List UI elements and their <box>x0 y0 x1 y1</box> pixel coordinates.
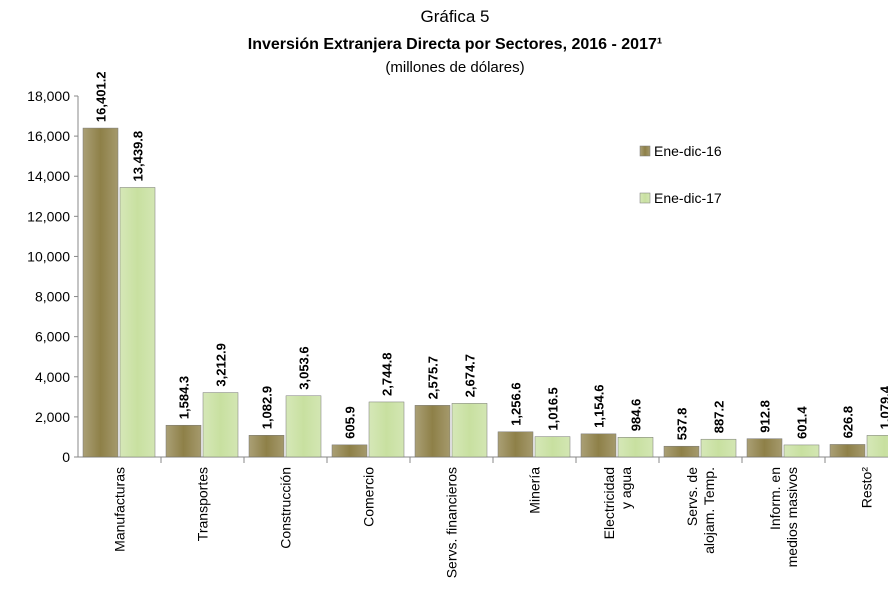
x-tick-line: Servs. de <box>684 467 700 526</box>
legend-swatch <box>639 145 651 157</box>
value-label: 1,584.3 <box>177 376 192 419</box>
x-tick-line: Inform. en <box>767 467 783 530</box>
x-tick-line: Transportes <box>195 467 211 541</box>
x-tick-label: Electricidady agua <box>601 467 634 540</box>
value-label: 1,154.6 <box>592 384 607 427</box>
x-tick-label: Resto² <box>859 467 875 509</box>
bar <box>202 392 239 458</box>
y-tick-label: 12,000 <box>27 208 70 224</box>
value-label: 3,212.9 <box>214 343 229 386</box>
bar <box>534 436 571 458</box>
x-tick-line: medios masivos <box>784 467 800 567</box>
bar <box>497 431 534 458</box>
x-tick-line: y agua <box>618 467 634 509</box>
unit-label: (millones de dólares) <box>385 59 524 76</box>
x-tick-line: Servs. financieros <box>444 467 460 578</box>
bar <box>451 403 488 458</box>
x-tick-line: Comercio <box>361 467 377 527</box>
value-label: 1,079.4 <box>878 385 888 429</box>
bar <box>866 435 888 458</box>
chart-title: Gráfica 5 <box>421 7 490 26</box>
value-label: 2,575.7 <box>426 356 441 399</box>
y-tick-label: 0 <box>62 449 70 465</box>
x-tick-label: Construcción <box>278 467 294 549</box>
bar <box>248 435 285 458</box>
x-tick-label: Servs. dealojam. Temp. <box>684 467 717 554</box>
bar <box>165 424 202 458</box>
value-label: 626.8 <box>841 406 856 439</box>
y-tick-label: 4,000 <box>35 369 70 385</box>
x-tick-label: Servs. financieros <box>444 467 460 578</box>
bar <box>331 444 368 458</box>
x-tick-line: Manufacturas <box>112 467 128 552</box>
y-tick-label: 16,000 <box>27 128 70 144</box>
legend-swatch <box>639 192 651 204</box>
value-label: 16,401.2 <box>94 71 109 122</box>
value-label: 1,016.5 <box>546 387 561 430</box>
value-label: 984.6 <box>629 399 644 432</box>
y-tick-label: 6,000 <box>35 329 70 345</box>
legend-label: Ene-dic-17 <box>654 190 722 206</box>
value-label: 2,744.8 <box>380 353 395 396</box>
x-tick-label: Inform. enmedios masivos <box>767 467 800 567</box>
y-tick-label: 14,000 <box>27 168 70 184</box>
y-tick-label: 8,000 <box>35 289 70 305</box>
bar <box>746 438 783 458</box>
chart-subtitle: Inversión Extranjera Directa por Sectore… <box>248 36 662 53</box>
bar <box>580 433 617 458</box>
y-tick-label: 2,000 <box>35 409 70 425</box>
value-label: 912.8 <box>758 400 773 433</box>
y-tick-label: 10,000 <box>27 248 70 264</box>
x-tick-label: Comercio <box>361 467 377 527</box>
x-tick-line: Electricidad <box>601 467 617 539</box>
x-tick-line: Construcción <box>278 467 294 549</box>
bar <box>414 405 451 458</box>
value-label: 1,256.6 <box>509 382 524 425</box>
bar <box>119 187 156 458</box>
value-label: 605.9 <box>343 406 358 439</box>
value-label: 537.8 <box>675 408 690 441</box>
x-tick-label: Minería <box>527 467 543 514</box>
bar <box>663 445 700 458</box>
x-tick-label: Transportes <box>195 467 211 541</box>
bar <box>783 444 820 458</box>
bar <box>285 395 322 458</box>
legend-label: Ene-dic-16 <box>654 143 722 159</box>
bar <box>700 438 737 458</box>
value-label: 13,439.8 <box>131 131 146 182</box>
value-label: 1,082.9 <box>260 386 275 429</box>
bar <box>82 127 119 458</box>
bar <box>368 401 405 458</box>
x-tick-label: Manufacturas <box>112 467 128 552</box>
value-label: 2,674.7 <box>463 354 478 397</box>
value-label: 3,053.6 <box>297 346 312 389</box>
x-tick-line: alojam. Temp. <box>701 467 717 554</box>
x-tick-line: Minería <box>527 467 543 514</box>
value-label: 601.4 <box>795 406 810 439</box>
bar <box>617 437 654 458</box>
y-tick-label: 18,000 <box>27 88 70 104</box>
x-tick-line: Resto² <box>859 467 875 509</box>
bar <box>829 444 866 458</box>
value-label: 887.2 <box>712 401 727 434</box>
